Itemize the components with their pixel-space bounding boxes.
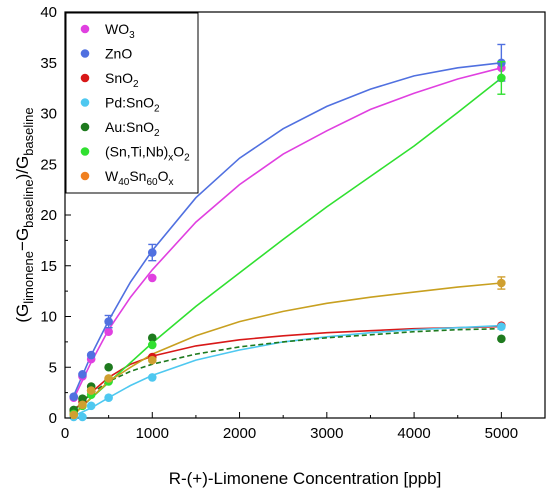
- y-tick-label: 25: [40, 156, 57, 173]
- legend-label-part: 40: [118, 177, 130, 188]
- legend-label: WO3: [105, 21, 135, 41]
- legend: WO3ZnOSnO2Pd:SnO2Au:SnO2(Sn,Ti,Nb)xO2W40…: [65, 12, 199, 194]
- legend-label-part: W: [105, 168, 119, 184]
- data-point: [104, 393, 113, 403]
- legend-label-part: O: [158, 168, 169, 184]
- y-axis-title-part: (G: [13, 304, 32, 323]
- y-tick-label: 10: [40, 309, 57, 326]
- legend-label: (Sn,Ti,Nb)xO2: [105, 144, 190, 164]
- legend-label-part: Au:SnO: [105, 119, 154, 135]
- y-axis-title: (Glimonene−Gbaseline)/Gbaseline: [13, 107, 36, 322]
- data-point: [497, 322, 506, 331]
- data-point: [104, 374, 113, 383]
- fit-line: [73, 327, 502, 411]
- legend-label-part: WO: [105, 21, 129, 37]
- x-tick-label: 5000: [485, 425, 518, 442]
- legend-label-part: x: [168, 153, 173, 164]
- legend-label-part: x: [168, 177, 173, 188]
- legend-label-part: 60: [146, 177, 158, 188]
- data-point: [78, 412, 87, 422]
- legend-marker: [80, 98, 90, 107]
- data-point: [104, 317, 113, 326]
- legend-marker: [80, 49, 90, 58]
- legend-label-part: 2: [154, 104, 160, 115]
- data-point: [86, 401, 96, 411]
- data-point: [86, 350, 96, 360]
- legend-label-part: 3: [129, 30, 135, 41]
- legend-label-part: 2: [184, 153, 190, 164]
- legend-marker: [80, 122, 90, 132]
- y-tick-label: 15: [40, 258, 57, 275]
- data-point: [147, 373, 157, 382]
- data-point: [147, 333, 157, 343]
- x-tick-label: 4000: [397, 425, 430, 442]
- data-point: [69, 392, 79, 401]
- legend-label-part: SnO: [105, 70, 133, 86]
- data-point: [104, 362, 113, 372]
- y-axis-title-part: )/G: [13, 156, 32, 180]
- data-point: [147, 355, 157, 365]
- y-axis-title-part: baseline: [21, 107, 36, 155]
- data-point: [78, 394, 87, 404]
- y-axis-title-part: baseline: [21, 179, 36, 227]
- x-axis-title: R-(+)-Limonene Concentration [ppb]: [169, 469, 442, 488]
- y-axis-title-part: −G: [13, 228, 32, 251]
- x-tick-label: 3000: [310, 425, 343, 442]
- y-tick-label: 0: [49, 410, 57, 427]
- y-tick-label: 5: [49, 359, 57, 376]
- legend-label: Pd:SnO2: [105, 95, 160, 115]
- data-point: [69, 410, 79, 420]
- legend-label-part: Pd:SnO: [105, 95, 154, 111]
- legend-label: ZnO: [105, 46, 132, 62]
- legend-label-part: (Sn,Ti,Nb): [105, 144, 168, 160]
- legend-label-part: 2: [154, 128, 160, 139]
- fit-line: [73, 282, 502, 416]
- legend-label-part: 2: [133, 79, 139, 90]
- x-tick-label: 0: [61, 425, 69, 442]
- legend-label: W40Sn60Ox: [105, 168, 173, 188]
- legend-label-part: Sn: [129, 168, 146, 184]
- y-tick-label: 20: [40, 207, 57, 224]
- legend-marker: [80, 73, 90, 83]
- legend-label-part: ZnO: [105, 46, 132, 62]
- fit-line: [73, 325, 502, 412]
- legend-label-part: O: [173, 144, 184, 160]
- y-tick-label: 40: [40, 4, 57, 21]
- data-point: [147, 248, 157, 257]
- legend-marker: [80, 147, 90, 156]
- data-point: [497, 278, 506, 288]
- data-point: [497, 334, 506, 344]
- data-point: [147, 340, 157, 350]
- y-tick-label: 30: [40, 106, 57, 123]
- fit-line: [73, 324, 502, 417]
- legend-label: SnO2: [105, 70, 139, 90]
- data-point: [497, 73, 506, 83]
- data-point: [78, 370, 87, 379]
- data-point: [78, 400, 87, 410]
- data-point: [86, 386, 96, 395]
- x-tick-label: 2000: [223, 425, 256, 442]
- fit-line: [73, 77, 502, 415]
- y-tick-label: 35: [40, 55, 57, 72]
- data-point: [147, 273, 157, 283]
- legend-marker: [80, 24, 90, 34]
- data-point: [104, 327, 113, 337]
- legend-marker: [80, 171, 90, 181]
- data-points: [69, 43, 506, 422]
- legend-label: Au:SnO2: [105, 119, 160, 139]
- y-axis-title-part: limonene: [21, 251, 36, 304]
- x-tick-label: 1000: [136, 425, 169, 442]
